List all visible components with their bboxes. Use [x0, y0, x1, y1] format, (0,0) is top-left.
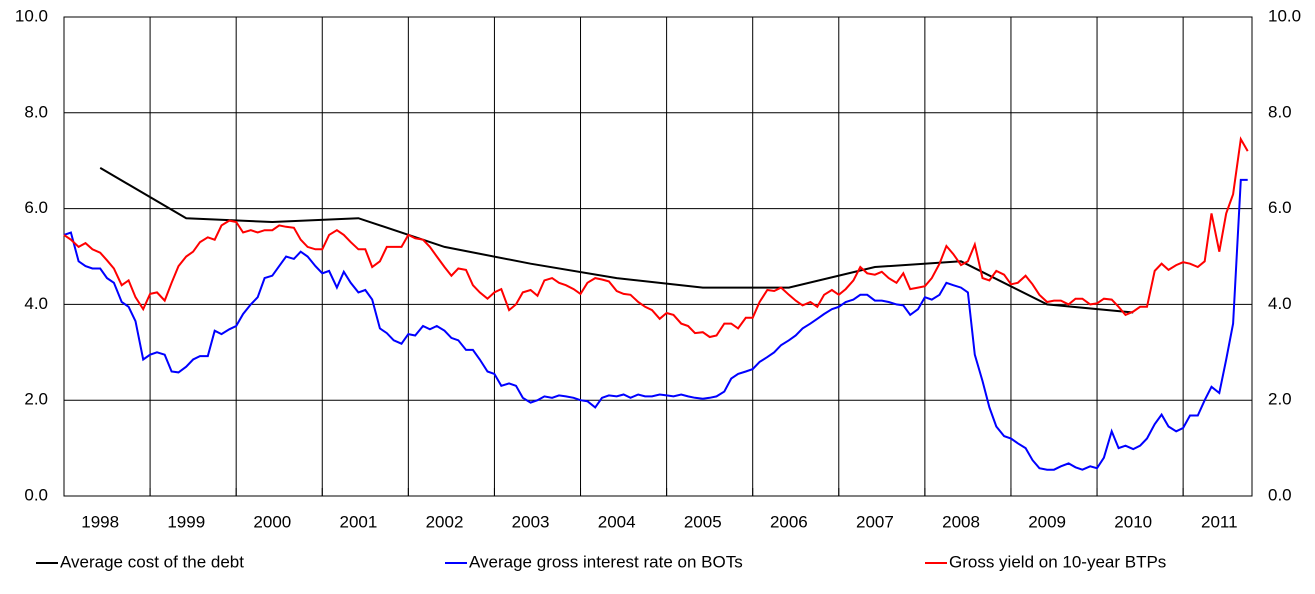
- y2-tick-label: 8.0: [1268, 102, 1292, 121]
- x-tick-label: 1998: [81, 512, 119, 531]
- x-tick-label: 2011: [1201, 512, 1238, 531]
- x-tick-label: 2006: [770, 512, 808, 531]
- x-tick-label: 2004: [598, 512, 636, 531]
- y2-tick-label: 0.0: [1268, 485, 1292, 504]
- y2-tick-label: 4.0: [1268, 294, 1292, 313]
- legend-label: Gross yield on 10-year BTPs: [949, 552, 1166, 571]
- series-line: [99, 167, 1134, 314]
- y2-tick-label: 10.0: [1268, 6, 1301, 25]
- y-tick-label: 2.0: [24, 390, 48, 409]
- x-tick-label: 2002: [426, 512, 464, 531]
- x-tick-label: 2008: [942, 512, 980, 531]
- x-tick-label: 2000: [253, 512, 291, 531]
- y-tick-label: 0.0: [24, 485, 48, 504]
- x-tick-label: 2001: [340, 512, 378, 531]
- series-line: [63, 136, 1249, 339]
- plot-frame: [63, 16, 1253, 497]
- x-tick-label: 2003: [512, 512, 550, 531]
- x-tick-label: 1999: [167, 512, 205, 531]
- legend-label: Average cost of the debt: [60, 552, 244, 571]
- x-tick-label: 2005: [684, 512, 722, 531]
- y-tick-label: 8.0: [24, 102, 48, 121]
- y2-tick-label: 2.0: [1268, 390, 1292, 409]
- x-tick-label: 2010: [1114, 512, 1152, 531]
- y2-tick-label: 6.0: [1268, 198, 1292, 217]
- series-line: [63, 178, 1248, 471]
- x-tick-label: 2009: [1028, 512, 1066, 531]
- y-tick-label: 6.0: [24, 198, 48, 217]
- legend-label: Average gross interest rate on BOTs: [469, 552, 743, 571]
- y-tick-label: 10.0: [15, 6, 48, 25]
- x-tick-label: 2007: [856, 512, 894, 531]
- y-tick-label: 4.0: [24, 294, 48, 313]
